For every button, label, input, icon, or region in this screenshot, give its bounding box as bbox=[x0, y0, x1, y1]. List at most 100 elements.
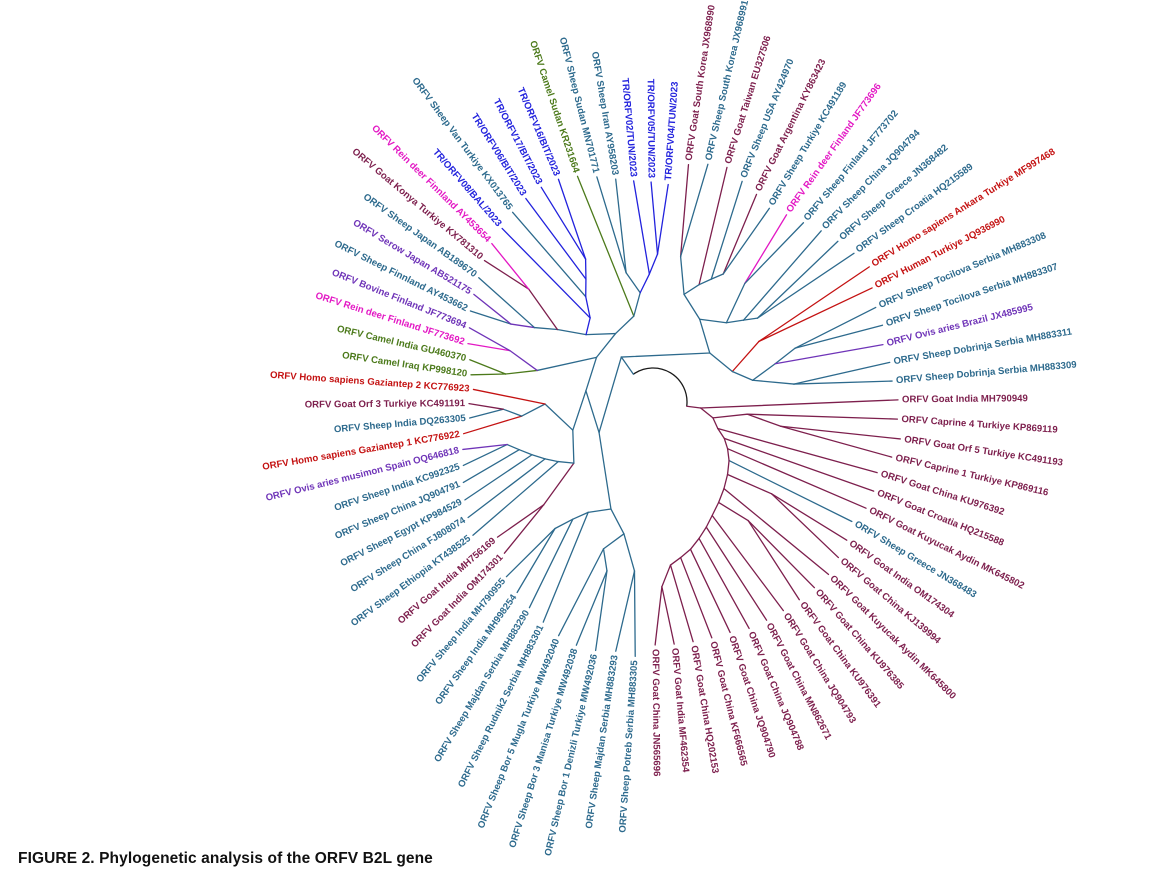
branch bbox=[722, 207, 771, 275]
branch bbox=[602, 548, 608, 572]
branch bbox=[698, 526, 707, 540]
branch bbox=[710, 180, 743, 280]
branch bbox=[531, 454, 546, 460]
branch bbox=[793, 361, 891, 385]
branch bbox=[518, 449, 533, 456]
taxon-label: ORFV Caprine 4 Turkiye KP869119 bbox=[901, 414, 1058, 436]
branch bbox=[473, 293, 512, 325]
branch bbox=[742, 230, 822, 321]
branch bbox=[722, 193, 758, 275]
branch bbox=[699, 318, 728, 324]
branch bbox=[780, 425, 893, 458]
branch bbox=[794, 306, 877, 349]
branch bbox=[746, 413, 899, 420]
branch bbox=[610, 508, 625, 535]
branch bbox=[501, 227, 591, 319]
branch bbox=[614, 315, 635, 335]
branch bbox=[505, 527, 556, 578]
branch bbox=[572, 390, 587, 431]
branch bbox=[683, 284, 700, 296]
branch bbox=[689, 537, 700, 550]
branch bbox=[723, 487, 830, 576]
branch bbox=[506, 443, 520, 451]
branch bbox=[625, 272, 641, 294]
branch bbox=[699, 318, 711, 354]
branch bbox=[462, 443, 508, 451]
branch bbox=[527, 288, 559, 331]
branch bbox=[594, 570, 608, 652]
branch bbox=[615, 570, 636, 652]
branch bbox=[544, 458, 559, 463]
branch bbox=[661, 586, 675, 645]
branch bbox=[712, 417, 719, 430]
taxon-label: TR/ORFV04/TUN/2023 bbox=[663, 81, 681, 181]
branch bbox=[504, 369, 538, 375]
branch bbox=[746, 413, 782, 427]
branch bbox=[656, 183, 669, 255]
branch bbox=[585, 317, 591, 336]
branch bbox=[705, 514, 713, 528]
branch bbox=[620, 356, 635, 375]
branch bbox=[633, 292, 641, 317]
branch bbox=[774, 347, 796, 365]
taxon-label: ORFV Sheep Dobrinja Serbia MH883309 bbox=[896, 359, 1078, 386]
taxon-label: TR/ORFV05/TUN/2023 bbox=[645, 79, 657, 178]
branch bbox=[543, 462, 575, 506]
branch bbox=[669, 556, 682, 566]
branch bbox=[752, 379, 795, 385]
branch bbox=[679, 556, 713, 639]
taxon-label: ORFV Goat China JN565696 bbox=[650, 649, 662, 777]
branch bbox=[478, 277, 536, 329]
branch bbox=[654, 586, 663, 646]
branch bbox=[496, 504, 545, 538]
branch bbox=[587, 508, 612, 514]
figure-caption: FIGURE 2. Phylogenetic analysis of the O… bbox=[18, 850, 433, 867]
branch bbox=[752, 363, 776, 381]
branch bbox=[633, 570, 636, 658]
branch bbox=[650, 181, 659, 255]
branch bbox=[698, 278, 712, 286]
taxon-label: ORFV Goat India MH790949 bbox=[902, 393, 1028, 405]
branch bbox=[793, 380, 893, 385]
branch bbox=[758, 287, 873, 343]
branch bbox=[467, 458, 546, 519]
branch bbox=[669, 564, 694, 643]
branch bbox=[516, 527, 556, 594]
branch bbox=[780, 425, 901, 440]
branch bbox=[686, 405, 702, 409]
branch bbox=[502, 408, 523, 417]
branch bbox=[469, 310, 512, 325]
branch bbox=[556, 328, 587, 336]
branch bbox=[774, 344, 884, 365]
branch bbox=[683, 293, 701, 320]
branch bbox=[756, 240, 839, 319]
taxon-label: ORFV Goat Orf 3 Turkiye KC491191 bbox=[305, 398, 466, 410]
branch bbox=[726, 459, 730, 476]
branch bbox=[725, 319, 745, 324]
branch bbox=[468, 402, 504, 410]
branch bbox=[728, 459, 853, 523]
branch bbox=[717, 501, 749, 522]
branch bbox=[747, 519, 800, 601]
branch bbox=[544, 403, 574, 431]
branch bbox=[542, 511, 589, 623]
branch bbox=[575, 570, 608, 646]
branch bbox=[462, 449, 520, 484]
branch bbox=[770, 493, 848, 541]
branch bbox=[723, 437, 875, 492]
branch bbox=[469, 359, 507, 375]
branch bbox=[585, 295, 591, 319]
branch bbox=[510, 323, 536, 329]
branch bbox=[540, 186, 587, 260]
branch bbox=[521, 403, 546, 417]
branch bbox=[572, 429, 575, 464]
branch bbox=[576, 175, 635, 317]
branch bbox=[554, 518, 574, 530]
branch bbox=[758, 266, 870, 343]
branch bbox=[595, 332, 617, 359]
branch bbox=[623, 533, 636, 572]
branch bbox=[710, 273, 724, 280]
branch bbox=[470, 373, 507, 376]
taxon-label: ORFV Sheep Potreb Serbia MH883305 bbox=[617, 659, 640, 833]
branch bbox=[509, 349, 538, 372]
